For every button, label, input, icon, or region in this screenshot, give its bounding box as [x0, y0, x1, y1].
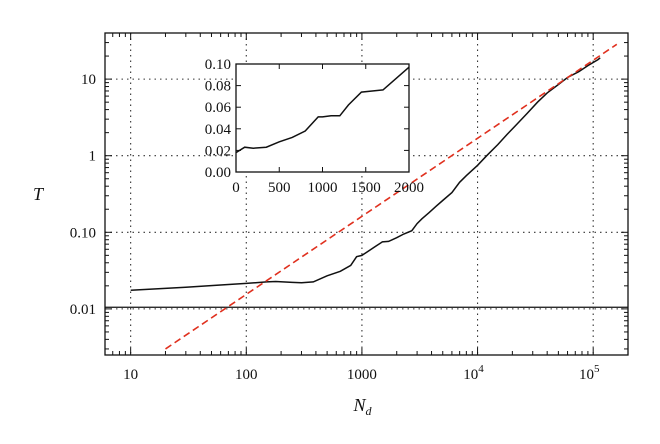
- inset-y-tick-label: 0.10: [205, 57, 231, 73]
- y-axis-label: T: [33, 184, 45, 204]
- inset-x-tick-label: 0: [232, 180, 240, 196]
- inset-plot: 0 500 1000 1500 2000 0.00 0.02 0.04 0.06 0.08 0.10: [205, 57, 424, 196]
- y-tick-label: 1: [89, 149, 97, 165]
- data-series-line: [130, 57, 601, 292]
- inset-y-tick-label: 0.00: [205, 165, 231, 181]
- inset-background: [236, 64, 409, 172]
- inset-frame: [235, 63, 410, 173]
- x-tick-label: 1000: [347, 367, 377, 383]
- inset-y-tick-label: 0.08: [205, 79, 231, 95]
- plot-frame: [104, 32, 629, 356]
- x-tick-label: 10: [123, 367, 138, 383]
- inset-x-tick-label: 1000: [308, 180, 338, 196]
- y-tick-label: 0.01: [70, 302, 96, 318]
- inset-series-line: [235, 66, 410, 154]
- y-tick-label: 0.10: [70, 225, 96, 241]
- inset-y-tick-label: 0.04: [205, 122, 232, 138]
- inset-x-tick-label: 500: [268, 180, 291, 196]
- inset-y-tick-label: 0.06: [205, 100, 232, 116]
- x-tick-label: 100: [235, 367, 258, 383]
- inset-x-tick-label: 2000: [394, 180, 424, 196]
- fit-line-dashed: [165, 43, 618, 350]
- inset-y-tick-label: 0.02: [205, 143, 231, 159]
- y-tick-label: 10: [81, 72, 96, 88]
- inset-x-tick-label: 1500: [351, 180, 381, 196]
